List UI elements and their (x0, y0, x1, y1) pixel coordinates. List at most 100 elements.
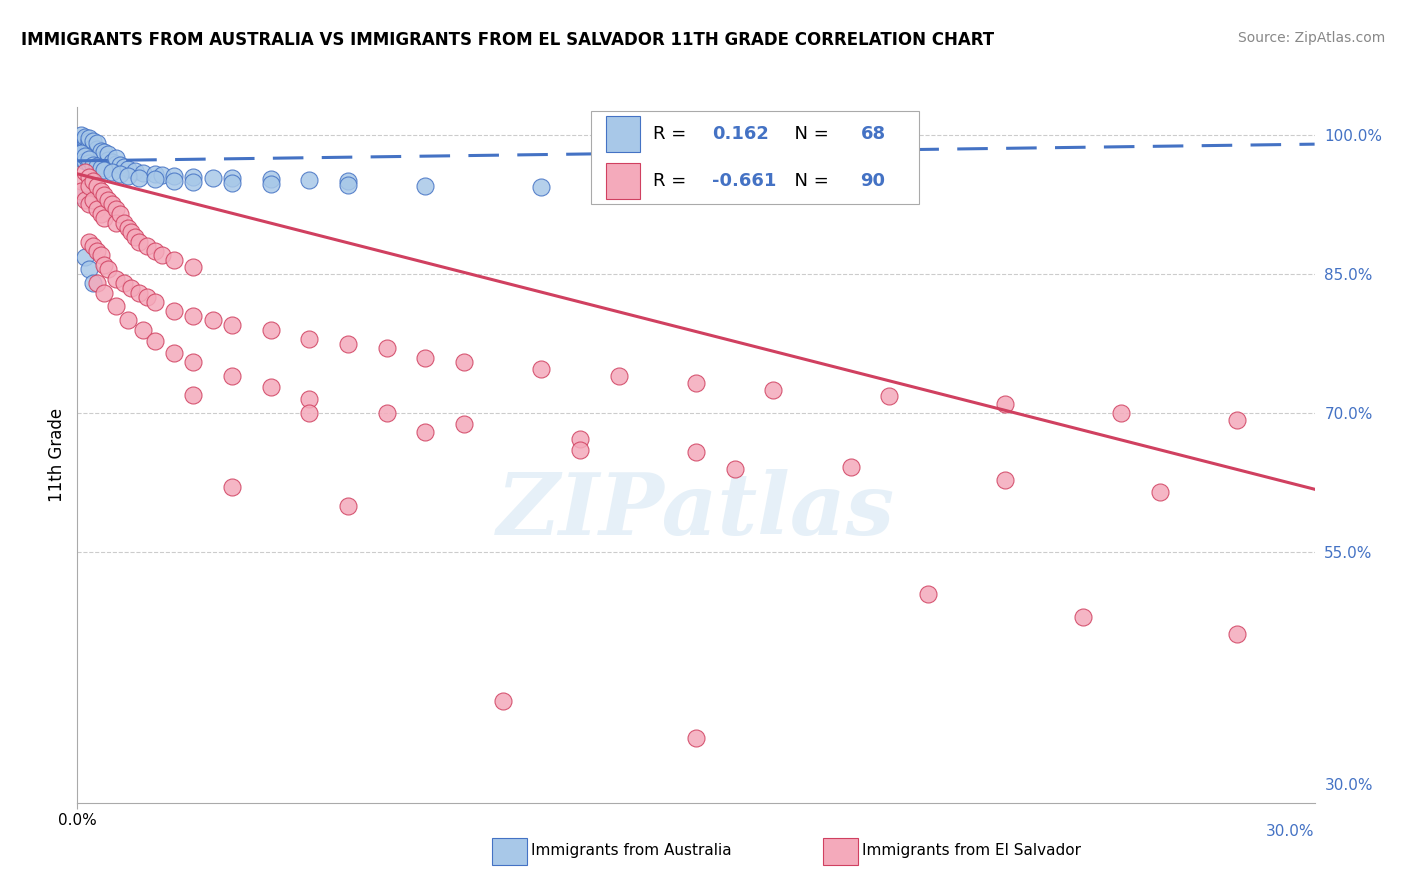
Point (105, 271, 127, 285)
Point (97, 147, 120, 161)
Point (77, 169, 100, 184)
Point (77, 235, 100, 249)
Point (183, 387, 205, 401)
Point (97, 153, 120, 167)
Point (143, 294, 166, 309)
Point (75, 193, 96, 207)
Point (90, 207, 111, 221)
Point (121, 281, 143, 295)
Point (101, 154, 124, 169)
Point (298, 332, 321, 346)
Point (77, 130, 100, 145)
Point (183, 309, 205, 323)
Point (337, 499, 360, 513)
Point (70, 137, 93, 152)
Point (77, 197, 100, 211)
Point (77, 152, 100, 166)
Point (86, 202, 108, 216)
Point (530, 361, 553, 376)
Point (647, 180, 669, 194)
Point (75, 250, 96, 264)
Point (163, 346, 186, 360)
Text: R =: R = (652, 125, 692, 143)
Point (121, 225, 143, 239)
Text: Immigrants from Australia: Immigrants from Australia (531, 844, 733, 858)
Point (77, 155, 100, 169)
Point (453, 355, 475, 369)
Point (77, 262, 100, 277)
Point (101, 197, 124, 211)
Point (86, 136, 108, 151)
Bar (591, 111, 918, 204)
Point (128, 235, 150, 249)
Point (77, 134, 100, 148)
Point (917, 587, 939, 601)
Point (569, 432, 592, 446)
Point (724, 462, 747, 476)
Point (801, 182, 824, 196)
Text: ZIPatlas: ZIPatlas (496, 469, 896, 552)
Point (136, 239, 159, 253)
Point (201, 313, 224, 327)
Point (105, 151, 127, 165)
Text: Immigrants from El Salvador: Immigrants from El Salvador (862, 844, 1081, 858)
Point (685, 731, 707, 745)
Point (97, 262, 120, 277)
Point (70, 132, 93, 146)
Point (337, 336, 360, 351)
Point (260, 323, 283, 337)
Point (93, 258, 115, 272)
Point (90, 248, 111, 262)
Point (75, 139, 96, 153)
Point (337, 178, 360, 192)
Point (132, 166, 155, 180)
Point (82, 140, 104, 154)
Point (221, 480, 243, 494)
Point (70, 188, 93, 202)
Point (75, 153, 96, 168)
Point (70, 174, 93, 188)
Point (221, 176, 243, 190)
Point (101, 165, 124, 179)
Point (183, 355, 205, 369)
Point (70, 128, 93, 142)
Point (163, 174, 186, 188)
Text: N =: N = (783, 172, 834, 190)
Point (108, 207, 131, 221)
Point (762, 383, 785, 397)
Point (994, 397, 1017, 411)
Point (143, 167, 166, 181)
Point (132, 323, 155, 337)
Point (77, 142, 100, 156)
Point (105, 216, 127, 230)
Point (105, 156, 127, 170)
Point (90, 161, 111, 176)
Point (685, 376, 707, 391)
Text: Source: ZipAtlas.com: Source: ZipAtlas.com (1237, 31, 1385, 45)
Bar (606, 116, 640, 153)
Point (93, 285, 115, 300)
Text: -0.661: -0.661 (711, 172, 776, 190)
Point (70, 151, 93, 165)
Point (90, 149, 111, 163)
Point (128, 170, 150, 185)
Point (1149, 485, 1171, 500)
Text: R =: R = (652, 172, 692, 190)
Point (82, 174, 104, 188)
Point (492, 694, 515, 708)
Point (163, 169, 186, 183)
Point (1071, 610, 1094, 624)
Point (879, 389, 901, 403)
Point (128, 285, 150, 300)
Point (70, 184, 93, 198)
Point (124, 230, 146, 244)
Point (260, 172, 283, 186)
Point (75, 149, 96, 163)
Point (93, 163, 115, 178)
Point (569, 443, 592, 458)
Point (90, 184, 111, 198)
Point (183, 260, 205, 274)
Point (413, 351, 436, 365)
Point (221, 369, 243, 384)
Point (112, 216, 135, 230)
